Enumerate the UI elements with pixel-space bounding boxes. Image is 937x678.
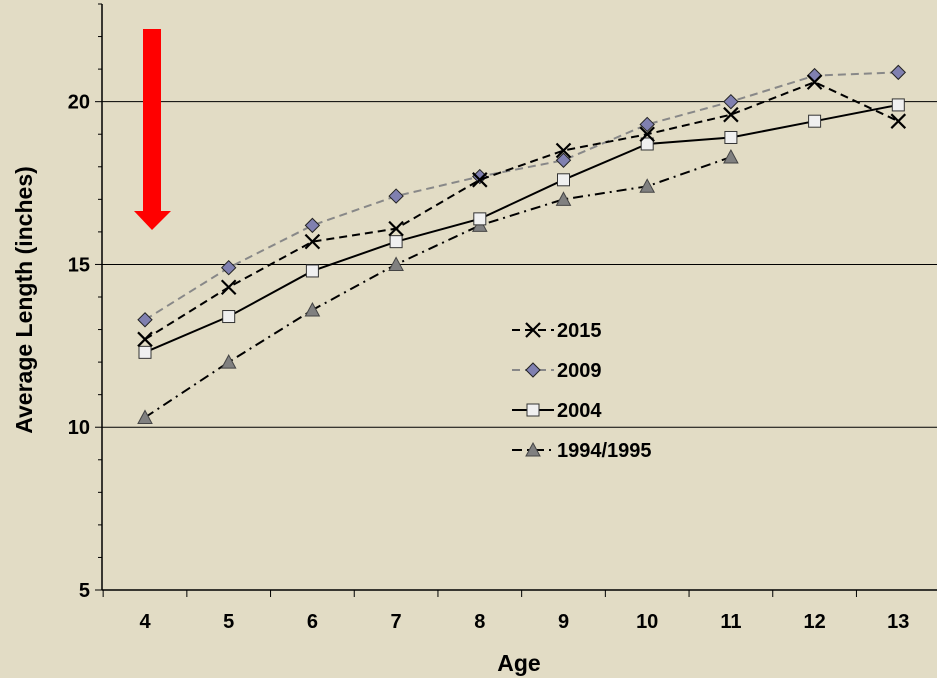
axes xyxy=(95,3,937,597)
x-marker-stroke xyxy=(806,74,823,90)
triangle-marker xyxy=(525,441,541,457)
series-lines xyxy=(137,64,907,424)
diamond-marker xyxy=(890,64,907,81)
x-marker xyxy=(806,74,823,90)
x-marker-stroke xyxy=(472,172,488,188)
diamond-marker xyxy=(639,116,655,133)
x-marker-stroke xyxy=(525,322,541,338)
square-marker xyxy=(526,403,540,417)
x-marker-stroke xyxy=(723,106,739,123)
x-axis-title: Age xyxy=(497,650,540,676)
x-marker xyxy=(137,331,153,348)
triangle-marker xyxy=(555,191,572,206)
arrow-head xyxy=(134,211,171,230)
legend-label: 2015 xyxy=(557,320,602,342)
x-tick-label: 9 xyxy=(558,611,569,633)
diamond-marker xyxy=(137,312,153,328)
x-marker-stroke xyxy=(890,113,907,129)
diamond-marker xyxy=(723,93,739,110)
square-marker xyxy=(473,212,487,226)
y-tick-label: 15 xyxy=(68,254,90,276)
series-1994-1995 xyxy=(137,148,739,424)
series-line xyxy=(144,156,732,419)
triangle-marker xyxy=(137,409,153,424)
series-2015 xyxy=(137,74,907,348)
x-marker-stroke xyxy=(555,142,572,159)
square-marker xyxy=(724,130,738,144)
x-tick-label: 13 xyxy=(887,611,909,633)
legend-entry-2015: 2015 xyxy=(512,320,602,342)
square-marker xyxy=(808,114,822,128)
diamond-marker xyxy=(220,259,237,276)
diamond-marker xyxy=(304,217,321,234)
annotation xyxy=(134,29,171,230)
x-tick-label: 10 xyxy=(636,611,658,633)
square-marker xyxy=(640,137,654,151)
legend-label: 2009 xyxy=(557,360,602,382)
diamond-marker xyxy=(555,152,572,168)
x-tick-label: 7 xyxy=(391,611,402,633)
series-2004 xyxy=(138,98,905,359)
x-marker-stroke xyxy=(304,233,321,250)
legend: 2015 2009 2004 1994/1995 xyxy=(512,320,652,462)
legend-entry-1994-1995: 1994/1995 xyxy=(512,440,652,462)
x-marker xyxy=(639,126,655,143)
x-tick-label: 12 xyxy=(803,611,825,633)
square-marker xyxy=(389,235,403,249)
x-marker xyxy=(525,322,541,338)
square-marker xyxy=(138,345,152,359)
series-line xyxy=(144,81,899,341)
y-tick-label: 5 xyxy=(79,580,90,602)
legend-entry-2009: 2009 xyxy=(512,360,602,382)
diamond-marker xyxy=(388,188,404,204)
y-tick-label: 20 xyxy=(68,92,90,114)
x-marker xyxy=(388,220,404,237)
square-marker xyxy=(891,98,905,112)
triangle-marker xyxy=(639,178,656,193)
y-tick-label: 10 xyxy=(68,417,90,439)
arrow-shaft xyxy=(143,29,161,212)
triangle-marker xyxy=(723,148,739,164)
series-2009 xyxy=(137,64,907,328)
x-marker xyxy=(555,142,572,159)
square-marker xyxy=(222,310,236,324)
x-marker-stroke xyxy=(388,220,404,237)
tick-labels: 5 10 15 20 4 5 6 7 8 9 10 11 12 13 xyxy=(68,92,910,633)
x-marker xyxy=(890,113,907,129)
square-marker xyxy=(557,173,570,187)
x-tick-label: 5 xyxy=(223,611,234,633)
triangle-marker xyxy=(388,256,404,271)
legend-entry-2004: 2004 xyxy=(512,400,602,422)
legend-label: 1994/1995 xyxy=(557,440,652,462)
x-tick-label: 6 xyxy=(307,611,318,633)
square-marker xyxy=(305,264,319,278)
x-marker xyxy=(472,172,488,188)
triangle-marker xyxy=(220,354,237,369)
x-marker-stroke xyxy=(137,331,153,348)
x-marker-stroke xyxy=(639,126,655,143)
x-tick-label: 11 xyxy=(720,611,741,633)
diamond-marker xyxy=(806,67,823,84)
triangle-marker xyxy=(304,301,321,317)
legend-label: 2004 xyxy=(557,400,602,422)
x-tick-label: 8 xyxy=(474,611,485,633)
x-tick-label: 4 xyxy=(139,611,151,633)
x-marker xyxy=(723,106,739,123)
diamond-marker xyxy=(525,362,541,378)
diamond-marker xyxy=(472,168,488,185)
series-line xyxy=(144,71,899,321)
gridlines xyxy=(102,101,937,428)
y-axis-title: Average Length (inches) xyxy=(11,166,37,434)
x-marker-stroke xyxy=(220,279,237,296)
series-line xyxy=(144,103,899,354)
x-marker xyxy=(220,279,237,296)
x-marker xyxy=(304,233,321,250)
